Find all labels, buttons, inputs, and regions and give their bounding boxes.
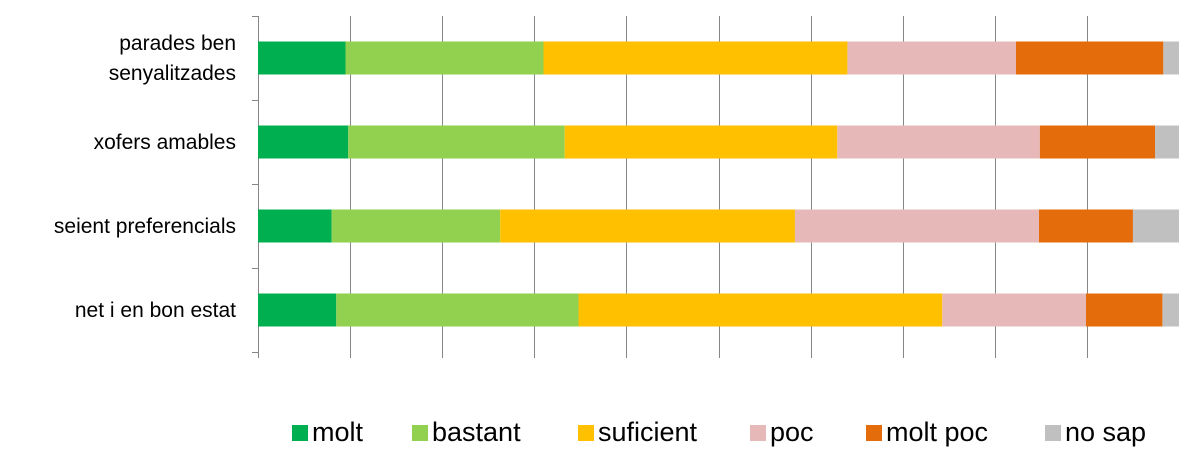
bar-segment (1085, 293, 1163, 327)
bar-segment (258, 293, 337, 327)
category-label: xofers amables (94, 131, 236, 154)
legend-label: suficient (598, 417, 698, 447)
chart-legend: molt bastant suficient poc molt poc no sap (0, 415, 1179, 449)
legend-label: no sap (1065, 417, 1147, 447)
bar-segment (258, 209, 332, 243)
legend-item: poc (750, 415, 814, 449)
bar-segment (1132, 209, 1179, 243)
legend-label: bastant (432, 417, 521, 447)
bar-segment (1039, 209, 1133, 243)
bar-segment (942, 293, 1086, 327)
category-label: parades ben senyalitzades (109, 32, 236, 85)
legend-label: molt (312, 417, 364, 447)
bar-segment (1155, 125, 1179, 159)
bar-segment (336, 293, 579, 327)
legend-item: bastant (412, 415, 521, 449)
legend-label: molt poc (886, 417, 989, 447)
bar-segment (1163, 41, 1179, 75)
legend-item: no sap (1045, 415, 1146, 449)
category-label: net i en bon estat (75, 299, 236, 322)
legend-item: suficient (578, 415, 697, 449)
bar-segment (345, 41, 544, 75)
bar-segment (258, 125, 349, 159)
bar-segment (564, 125, 838, 159)
bar-segment (837, 125, 1040, 159)
legend-swatch (412, 425, 428, 441)
legend-item: molt (292, 415, 363, 449)
bar-segment (847, 41, 1016, 75)
bar-segment (543, 41, 848, 75)
legend-swatch (866, 425, 882, 441)
stacked-bar-chart: parades ben senyalitzades xofers amables se… (54, 16, 1179, 358)
legend-swatch (750, 425, 766, 441)
legend-swatch (292, 425, 308, 441)
bar-segments (258, 41, 1179, 327)
category-label: seient preferencials (54, 215, 236, 238)
bar-segment (348, 125, 565, 159)
legend-swatch (578, 425, 594, 441)
legend-swatch (1045, 425, 1061, 441)
bar-segment (794, 209, 1040, 243)
legend-item: molt poc (866, 415, 988, 449)
bar-segment (500, 209, 795, 243)
bar-segment (1039, 125, 1156, 159)
category-axis (252, 16, 259, 353)
bar-segment (331, 209, 501, 243)
category-labels: parades ben senyalitzades xofers amables se… (54, 32, 236, 322)
bar-segment (578, 293, 943, 327)
bar-segment (1162, 293, 1179, 327)
bar-segment (258, 41, 346, 75)
legend-label: poc (770, 417, 814, 447)
bar-segment (1015, 41, 1164, 75)
